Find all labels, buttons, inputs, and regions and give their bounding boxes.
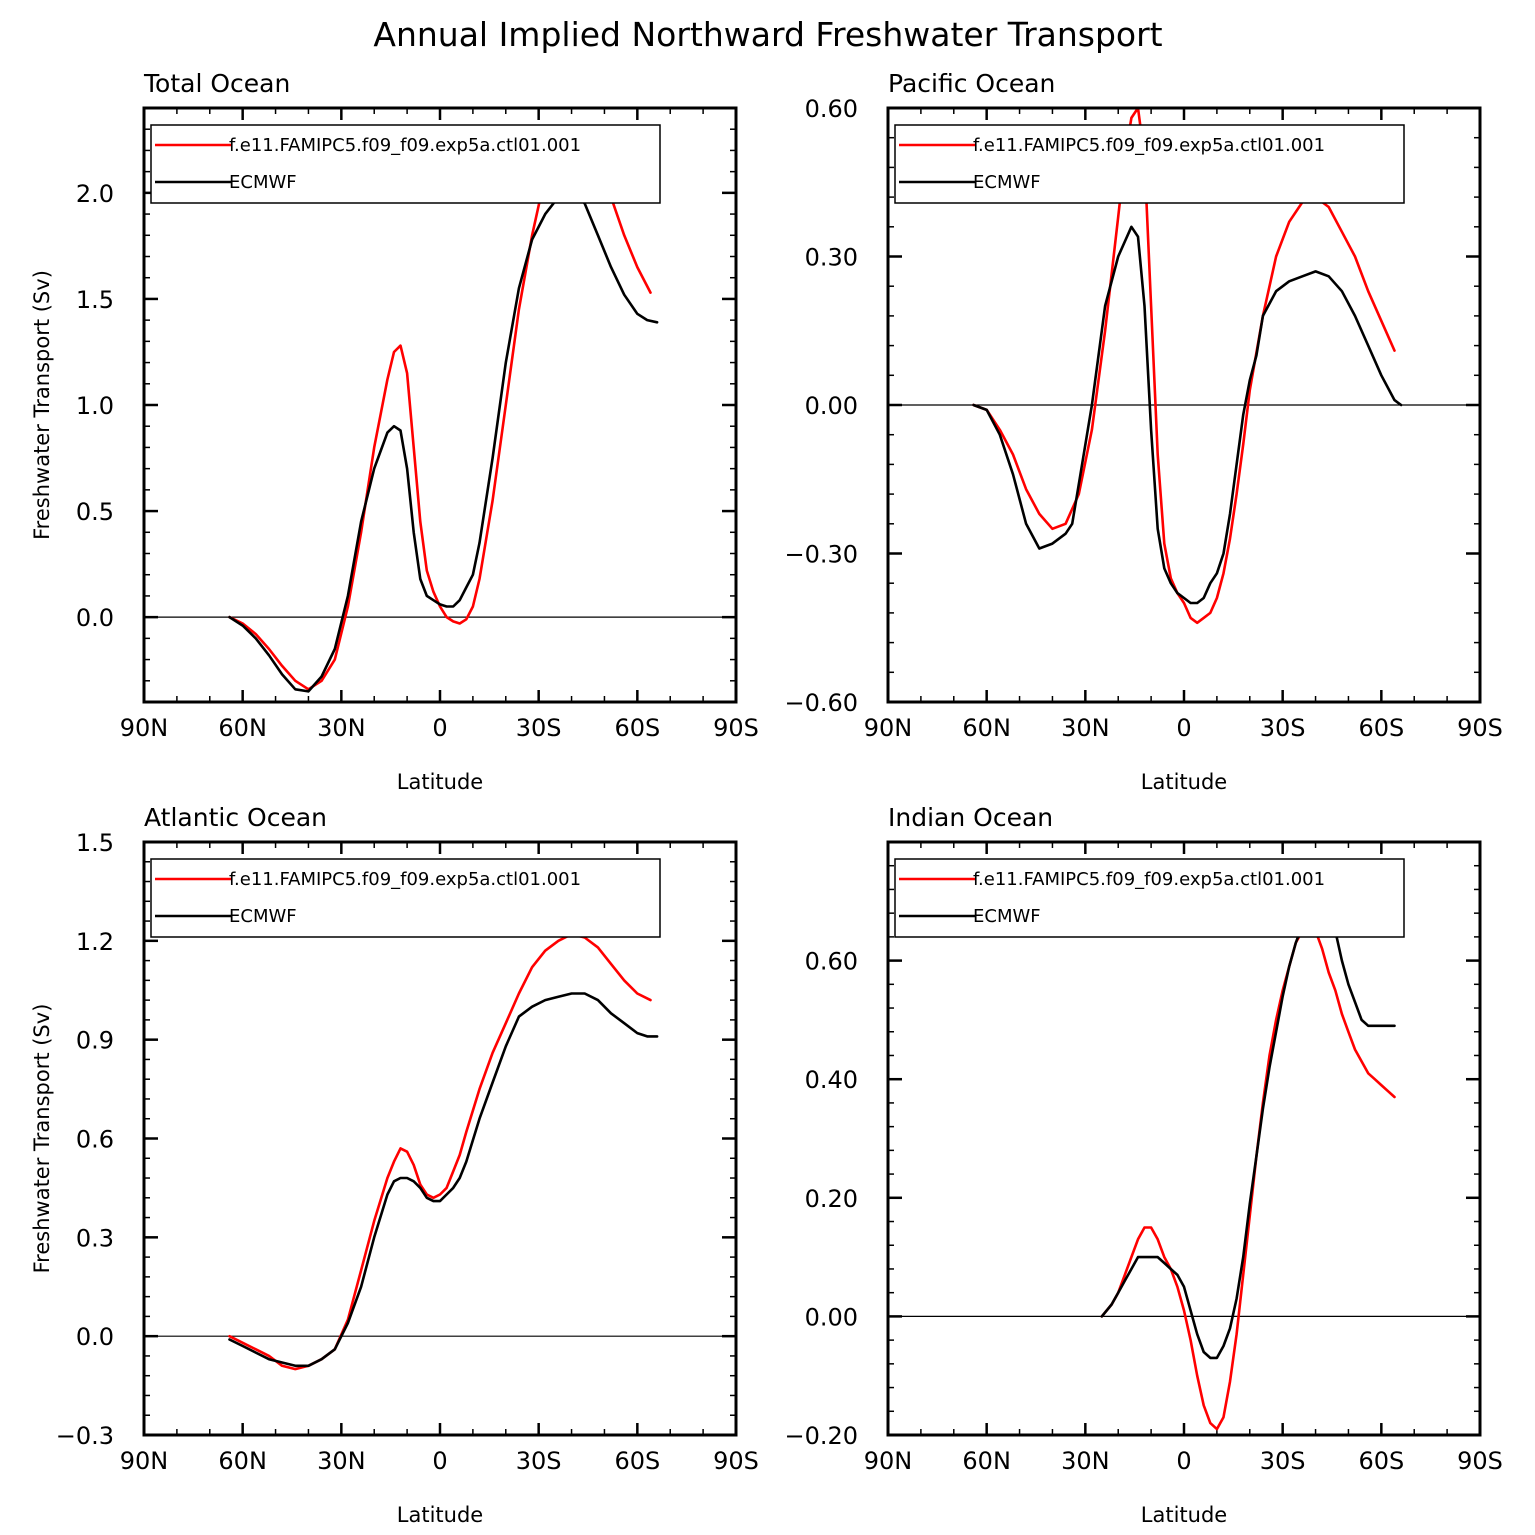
- legend-label-obs: ECMWF: [973, 172, 1041, 193]
- x-tick-label: 30N: [1061, 714, 1110, 742]
- x-tick-label: 30S: [516, 714, 562, 742]
- panel-title: Indian Ocean: [888, 803, 1053, 832]
- legend-label-obs: ECMWF: [229, 172, 297, 193]
- series-line-model: [1100, 923, 1396, 1431]
- y-tick-label: 0.5: [76, 498, 114, 526]
- y-tick-label: 0.9: [76, 1027, 114, 1055]
- x-tick-label: 90N: [864, 1447, 913, 1475]
- y-axis-label: Freshwater Transport (Sv): [30, 270, 54, 540]
- x-tick-label: 30S: [1260, 714, 1306, 742]
- y-tick-label: 0.0: [76, 1323, 114, 1351]
- y-tick-label: −0.60: [784, 689, 858, 717]
- x-tick-label: 0: [1176, 1447, 1191, 1475]
- y-tick-label: 0.20: [805, 1185, 858, 1213]
- y-tick-label: 1.5: [76, 829, 114, 857]
- x-tick-label: 0: [1176, 714, 1191, 742]
- y-tick-label: 0.6: [76, 1126, 114, 1154]
- x-tick-label: 90N: [120, 1447, 169, 1475]
- panel-total-ocean: Total Ocean 90N 60N 30N 0 30S 60S 90S 0.0 0.5 1.0 1…: [30, 69, 759, 794]
- x-tick-label: 30N: [1061, 1447, 1110, 1475]
- series-line-ecmwf: [228, 189, 659, 693]
- x-tick-label: 90S: [1457, 1447, 1503, 1475]
- x-tick-label: 60S: [1358, 714, 1404, 742]
- x-tick-label: 30S: [516, 1447, 562, 1475]
- legend-box: [894, 124, 1405, 204]
- y-tick-label: 0.30: [805, 244, 858, 272]
- plot-frame: [886, 106, 1482, 704]
- x-tick-label: 0: [432, 714, 447, 742]
- y-tick-label: 2.0: [76, 180, 114, 208]
- y-tick-label: 1.0: [76, 392, 114, 420]
- x-tick-label: 90S: [1457, 714, 1503, 742]
- legend-box: [894, 858, 1405, 938]
- legend-label-model: f.e11.FAMIPC5.f09_f09.exp5a.ctl01.001: [229, 869, 581, 890]
- x-tick-label: 30N: [317, 1447, 366, 1475]
- y-tick-label: 1.2: [76, 928, 114, 956]
- series-line-model: [228, 932, 652, 1371]
- y-tick-label: −0.3: [56, 1422, 114, 1450]
- legend-label-obs: ECMWF: [973, 906, 1041, 927]
- y-tick-label: 0.00: [805, 1303, 858, 1331]
- y-tick-label: 0.3: [76, 1224, 114, 1252]
- series-line-ecmwf: [972, 225, 1403, 605]
- y-tick-label: 0.0: [76, 604, 114, 632]
- legend: f.e11.FAMIPC5.f09_f09.exp5a.ctl01.001 ECM…: [150, 124, 661, 204]
- panel-title: Atlantic Ocean: [144, 803, 327, 832]
- series-line-ecmwf: [1100, 899, 1396, 1360]
- y-tick-label: 0.60: [805, 948, 858, 976]
- y-tick-label: 0.00: [805, 392, 858, 420]
- y-tick-label: −0.20: [784, 1422, 858, 1450]
- legend-box: [150, 124, 661, 204]
- panel-pacific-ocean: Pacific Ocean 90N 60N 30N 0 30S 60S 90S −0.60 −0.…: [784, 69, 1502, 794]
- legend-box: [150, 858, 661, 938]
- x-tick-label: 90S: [713, 714, 759, 742]
- legend: f.e11.FAMIPC5.f09_f09.exp5a.ctl01.001 ECM…: [894, 124, 1405, 204]
- x-axis-label: Latitude: [1141, 1503, 1227, 1527]
- x-tick-label: 30S: [1260, 1447, 1306, 1475]
- legend-label-model: f.e11.FAMIPC5.f09_f09.exp5a.ctl01.001: [973, 135, 1325, 156]
- x-tick-label: 60N: [218, 1447, 267, 1475]
- figure-title: Annual Implied Northward Freshwater Tran…: [373, 15, 1162, 54]
- x-tick-label: 60S: [614, 1447, 660, 1475]
- legend: f.e11.FAMIPC5.f09_f09.exp5a.ctl01.001 ECM…: [150, 858, 661, 938]
- y-tick-label: 1.5: [76, 286, 114, 314]
- x-tick-label: 90N: [864, 714, 913, 742]
- x-tick-label: 60N: [962, 714, 1011, 742]
- panel-indian-ocean: Indian Ocean 90N 60N 30N 0 30S 60S 90S −0.20 0.00…: [784, 803, 1502, 1527]
- legend-label-model: f.e11.FAMIPC5.f09_f09.exp5a.ctl01.001: [973, 869, 1325, 890]
- x-tick-label: 90S: [713, 1447, 759, 1475]
- x-tick-label: 60N: [218, 714, 267, 742]
- legend: f.e11.FAMIPC5.f09_f09.exp5a.ctl01.001 ECM…: [894, 858, 1405, 938]
- plot-frame: [886, 840, 1482, 1437]
- panel-title: Pacific Ocean: [888, 69, 1055, 98]
- series-line-ecmwf: [228, 992, 659, 1368]
- x-axis-label: Latitude: [1141, 770, 1227, 794]
- y-tick-label: −0.30: [784, 541, 858, 569]
- x-axis-label: Latitude: [397, 770, 483, 794]
- y-tick-label: 0.40: [805, 1066, 858, 1094]
- legend-label-model: f.e11.FAMIPC5.f09_f09.exp5a.ctl01.001: [229, 135, 581, 156]
- panel-atlantic-ocean: Atlantic Ocean 90N 60N 30N 0 30S 60S 90S −0.3 0.0…: [30, 803, 759, 1527]
- x-tick-label: 90N: [120, 714, 169, 742]
- plot-frame: [142, 106, 738, 704]
- y-tick-label: 0.60: [805, 95, 858, 123]
- x-tick-label: 0: [432, 1447, 447, 1475]
- plot-frame: [142, 840, 738, 1437]
- x-tick-label: 60S: [1358, 1447, 1404, 1475]
- y-axis-label: Freshwater Transport (Sv): [30, 1004, 54, 1274]
- legend-label-obs: ECMWF: [229, 906, 297, 927]
- x-tick-label: 30N: [317, 714, 366, 742]
- x-tick-label: 60N: [962, 1447, 1011, 1475]
- x-axis-label: Latitude: [397, 1503, 483, 1527]
- x-tick-label: 60S: [614, 714, 660, 742]
- panel-title: Total Ocean: [143, 69, 290, 98]
